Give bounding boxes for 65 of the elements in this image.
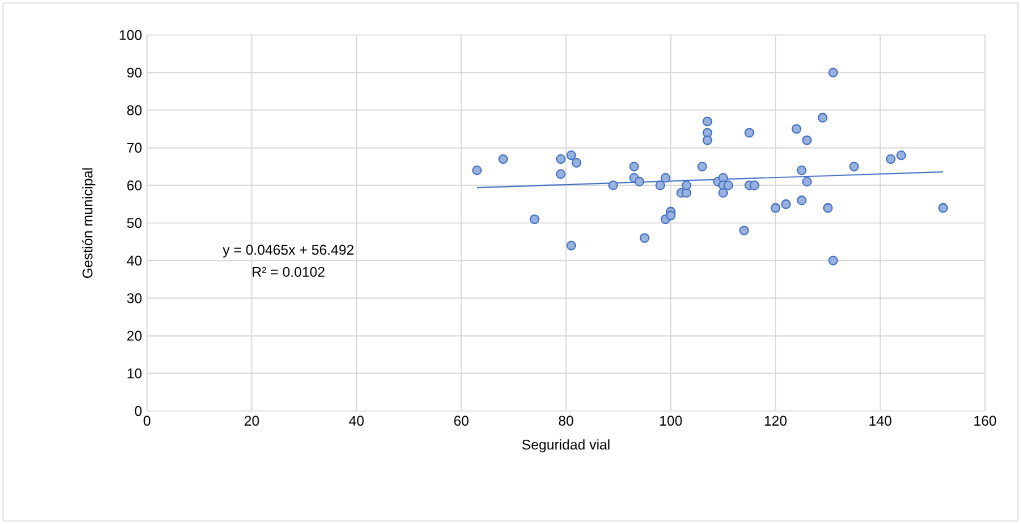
y-tick-label: 100 [119,30,142,40]
point [697,161,708,172]
x-tick-label: 140 [869,415,892,426]
point [639,233,650,243]
x-tick-label: 60 [454,415,469,426]
point [566,240,577,251]
point [938,203,948,213]
point [660,173,671,183]
point [555,154,566,164]
point [472,165,482,176]
point [718,188,728,198]
point [702,135,713,146]
point [566,150,577,161]
y-axis-title: Gestión municipal [82,168,96,278]
point [744,127,755,138]
y-tick-label: 10 [127,368,142,379]
x-tick-label: 120 [764,415,787,426]
x-tick-label: 0 [143,415,151,426]
point [723,180,734,191]
point [770,203,781,213]
point [828,255,838,266]
point [781,199,791,210]
point [629,161,639,172]
point [529,214,540,225]
annotation: R² = 0.0102 [252,266,325,277]
annotation: y = 0.0465x + 56.492 [222,244,354,258]
y-tick-label: 80 [127,105,142,116]
point [681,188,692,198]
point [896,150,907,161]
y-tick-label: 50 [127,218,142,228]
point [608,180,618,191]
y-tick-label: 70 [127,142,142,153]
point [718,173,728,183]
y-tick-label: 0 [134,406,142,416]
point [802,135,812,146]
point [655,180,666,191]
point [823,203,833,213]
x-tick-label: 40 [349,415,364,426]
point [796,165,807,176]
point [498,154,509,164]
point [571,157,582,168]
x-tick-label: 160 [974,415,997,426]
x-axis-title: Seguridad vial [522,439,610,453]
point [665,210,676,221]
point [702,116,713,127]
point [791,124,802,134]
x-tick-label: 20 [244,415,259,426]
y-tick-label: 30 [127,293,142,304]
x-tick-label: 80 [558,415,574,426]
y-tick-label: 20 [127,330,142,341]
point [739,225,749,236]
y-tick-label: 90 [127,67,142,78]
point [749,180,760,191]
x-tick-label: 100 [660,415,682,426]
point [849,161,859,172]
point [555,169,566,179]
point [802,176,812,187]
y-tick-label: 60 [127,180,142,191]
point [634,176,645,187]
y-tick-label: 40 [126,255,142,266]
point [885,154,896,164]
point [817,112,828,123]
point [681,180,692,191]
point [796,195,807,206]
point [828,67,838,78]
